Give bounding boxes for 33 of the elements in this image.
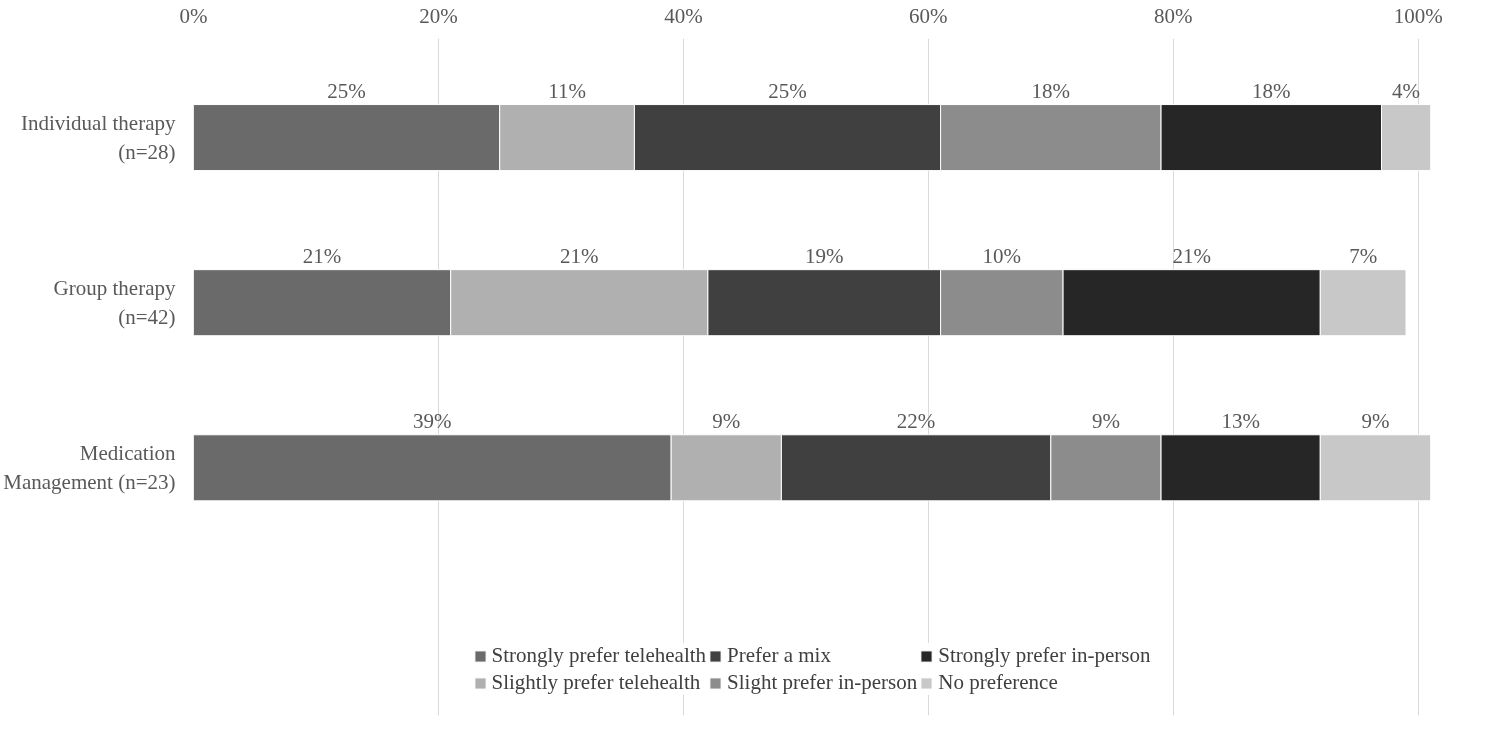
x-tick-label: 100% (1393, 3, 1443, 28)
legend-label: No preference (938, 670, 1058, 695)
data-label: 18% (1031, 78, 1071, 103)
data-label: 22% (896, 408, 936, 433)
legend-label: Slightly prefer telehealth (491, 670, 701, 695)
data-label: 21% (560, 243, 599, 268)
data-label: 21% (1172, 243, 1211, 268)
x-tick-label: 60% (909, 3, 948, 28)
data-label: 19% (805, 243, 844, 268)
data-label: 9% (712, 408, 741, 433)
data-label: 4% (1392, 78, 1421, 103)
x-tick-label: 80% (1154, 3, 1193, 28)
data-label: 10% (982, 243, 1022, 268)
data-label: 39% (413, 408, 452, 433)
y-tick-label: Medication Management (n=23) (3, 441, 176, 495)
legend-label: Slight prefer in-person (727, 670, 918, 695)
data-label: 9% (1361, 408, 1390, 433)
data-label: 9% (1091, 408, 1120, 433)
y-tick-label: Individual therapy (n=28) (20, 111, 176, 164)
x-tick-label: 40% (664, 3, 703, 28)
y-tick-label: Group therapy (n=42) (53, 276, 176, 330)
legend-label: Strongly prefer in-person (938, 643, 1151, 668)
data-label: 13% (1221, 408, 1260, 433)
legend-label: Strongly prefer telehealth (491, 643, 707, 668)
data-label: 7% (1349, 243, 1378, 268)
legend-label: Prefer a mix (727, 643, 831, 668)
data-label: 11% (548, 78, 586, 103)
data-label: 25% (327, 78, 366, 103)
data-label: 21% (302, 243, 342, 268)
data-label: 18% (1252, 78, 1291, 103)
x-tick-label: 0% (179, 3, 208, 28)
data-label: 25% (768, 78, 807, 103)
x-tick-label: 20% (419, 3, 458, 28)
